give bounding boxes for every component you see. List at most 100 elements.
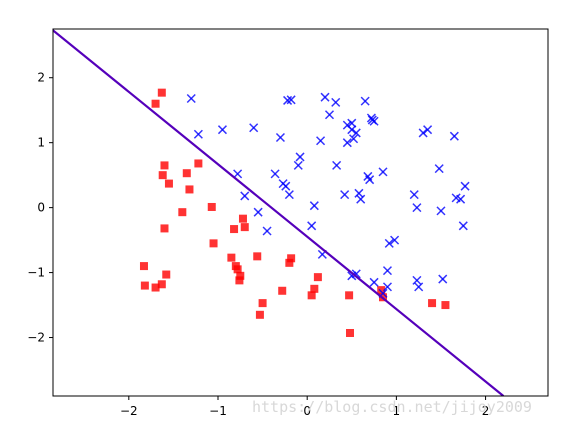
x-point-7 — [262, 226, 272, 236]
x-point-1 — [193, 129, 203, 139]
square-point-17 — [240, 223, 249, 232]
square-point-2 — [160, 161, 169, 170]
square-point-5 — [160, 224, 169, 233]
square-point-36 — [140, 281, 149, 290]
x-tick-label-2: 0 — [303, 404, 311, 418]
x-point-52 — [438, 274, 448, 284]
x-point-15 — [293, 160, 303, 170]
decision-boundary-line — [53, 29, 505, 396]
square-point-11 — [209, 239, 218, 248]
x-point-14 — [284, 190, 294, 200]
x-point-2 — [217, 125, 227, 135]
x-point-3 — [233, 169, 243, 179]
square-point-12 — [230, 225, 239, 234]
x-point-46 — [418, 128, 428, 138]
x-point-55 — [456, 194, 466, 204]
y-tick-label-3: 1 — [37, 136, 45, 150]
square-point-28 — [313, 273, 322, 282]
x-tick-label-0: −2 — [120, 404, 138, 418]
x-point-41 — [384, 238, 394, 248]
x-tick-label-3: 1 — [393, 404, 401, 418]
x-point-6 — [253, 207, 263, 217]
square-point-34 — [441, 301, 450, 310]
x-point-50 — [434, 164, 444, 174]
watermark: https://blog.csdn.net/jijoy2009 — [252, 398, 532, 416]
square-point-39 — [162, 270, 171, 279]
x-point-57 — [460, 181, 470, 191]
y-tick-label-2: 0 — [37, 201, 45, 215]
x-point-9 — [275, 132, 285, 143]
x-point-29 — [347, 125, 357, 135]
square-point-18 — [236, 271, 245, 280]
x-point-8 — [270, 169, 280, 179]
x-point-5 — [249, 123, 259, 133]
x-point-56 — [458, 221, 468, 231]
y-tick-label-0: −2 — [27, 331, 45, 345]
x-point-16 — [295, 152, 305, 162]
plot-marks — [53, 29, 505, 396]
x-point-49 — [414, 282, 424, 292]
x-point-58 — [347, 271, 357, 281]
square-point-23 — [278, 286, 287, 295]
square-point-21 — [255, 310, 264, 319]
square-point-6 — [182, 169, 191, 178]
x-point-53 — [449, 131, 459, 141]
x-point-24 — [332, 160, 342, 170]
square-point-26 — [307, 291, 316, 300]
square-point-30 — [346, 328, 354, 337]
y-tick-label-4: 2 — [37, 71, 45, 85]
x-point-11 — [281, 181, 291, 191]
plot-frame — [52, 28, 549, 397]
x-point-47 — [423, 125, 433, 135]
x-point-36 — [365, 175, 375, 185]
x-point-13 — [286, 95, 296, 105]
y-tick-label-1: −1 — [27, 266, 45, 280]
x-point-61 — [382, 282, 392, 292]
square-point-9 — [194, 159, 203, 168]
square-point-19 — [235, 276, 244, 285]
plot-background — [53, 29, 548, 396]
x-point-43 — [390, 235, 400, 245]
x-point-45 — [412, 203, 422, 213]
x-point-48 — [412, 275, 422, 285]
x-point-60 — [369, 277, 379, 287]
x-point-44 — [409, 190, 419, 200]
square-point-20 — [253, 252, 262, 261]
square-point-33 — [428, 299, 437, 308]
x-point-0 — [186, 93, 196, 104]
x-point-22 — [324, 110, 335, 120]
square-point-35 — [139, 262, 148, 271]
square-point-0 — [151, 99, 160, 108]
x-point-32 — [354, 188, 364, 198]
x-point-33 — [356, 194, 366, 204]
x-point-17 — [307, 221, 317, 231]
square-point-3 — [158, 171, 167, 180]
axes: −2 −1 0 1 2 −2 −1 0 1 2 — [27, 71, 489, 418]
square-point-29 — [345, 291, 354, 300]
square-point-1 — [157, 88, 166, 97]
x-point-4 — [240, 191, 250, 201]
x-point-34 — [360, 96, 370, 106]
square-point-7 — [185, 185, 194, 194]
x-point-25 — [340, 190, 350, 200]
x-point-30 — [349, 134, 359, 144]
x-point-21 — [320, 92, 330, 102]
square-point-37 — [151, 283, 160, 292]
x-point-31 — [351, 128, 361, 138]
square-point-16 — [238, 214, 247, 223]
square-point-8 — [178, 208, 187, 217]
x-point-19 — [316, 136, 326, 146]
x-point-51 — [436, 206, 446, 216]
square-point-27 — [310, 284, 319, 293]
x-point-27 — [342, 138, 352, 148]
x-point-23 — [331, 97, 341, 107]
x-tick-label-1: −1 — [209, 404, 227, 418]
x-point-42 — [382, 266, 392, 276]
x-point-18 — [309, 201, 319, 211]
square-point-22 — [258, 299, 267, 308]
square-point-13 — [227, 253, 236, 262]
x-point-39 — [369, 116, 379, 126]
square-point-15 — [233, 265, 242, 274]
square-point-31 — [377, 286, 386, 295]
